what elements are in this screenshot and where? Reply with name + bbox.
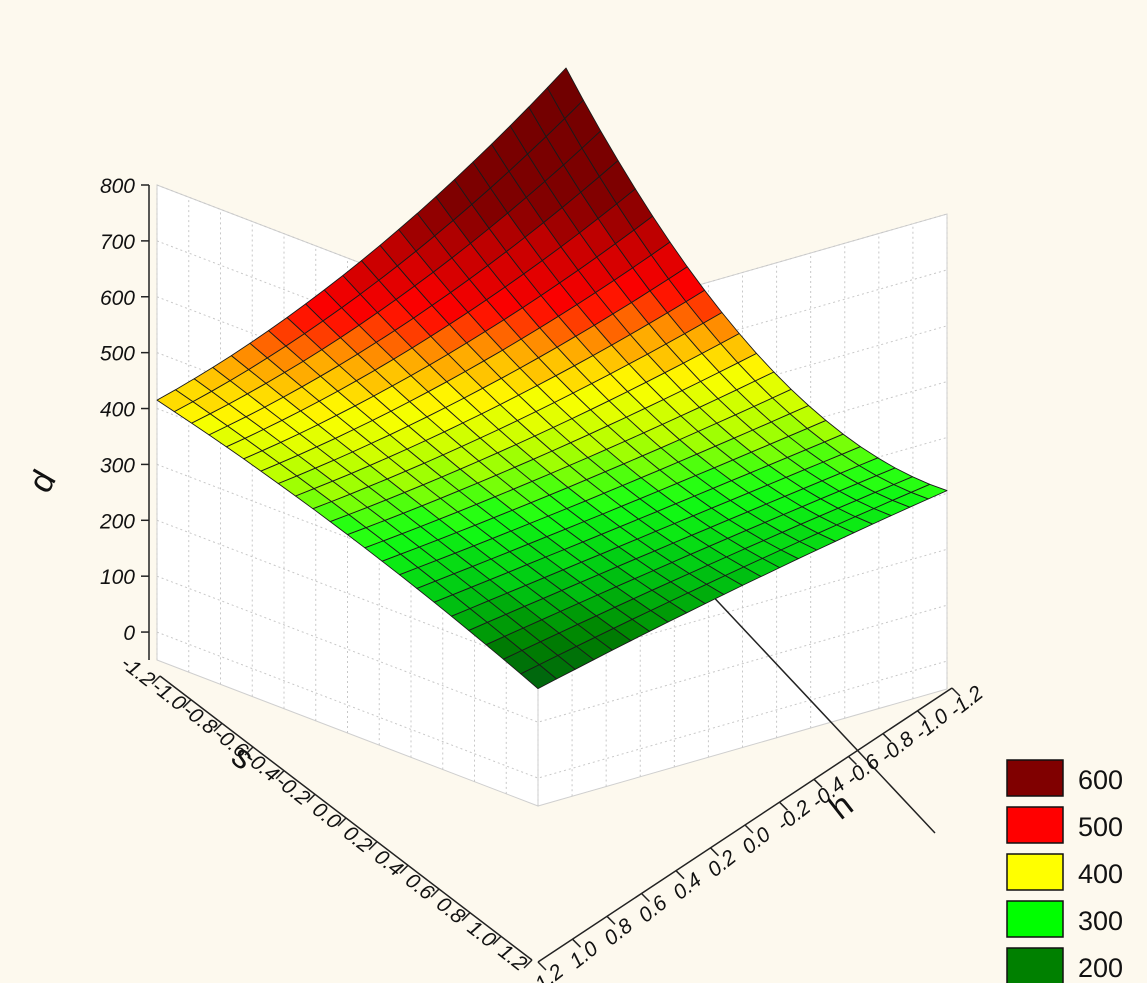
h-axis-tick [744,824,754,834]
h-axis-line [537,687,953,963]
h-axis-tick [640,892,651,903]
surface-cell [546,67,584,119]
h-axis-tick-label: -1.2 [945,681,988,722]
h-axis-tick-label: 0.8 [600,914,637,950]
legend-label: 200 [1078,953,1123,983]
s-axis-tick [306,793,316,803]
h-axis-tick-label: -0.2 [772,796,815,837]
h-axis-tick [916,710,927,720]
h-axis-tick-label: 1.2 [531,960,568,983]
wall-grid-line [156,184,948,332]
s-axis-tick [461,912,471,922]
s-axis-tick [368,841,378,851]
h-axis-tick-label: -1.0 [910,704,953,745]
h-axis-tick-label: -0.8 [876,727,919,768]
h-axis-tick [675,870,685,880]
h-axis-tick-label: -0.6 [841,750,884,791]
h-axis-tick-label: 0.2 [703,845,740,881]
wall-grid-line [156,519,948,667]
h-axis-tick [571,938,582,948]
h-axis-tick [537,961,547,971]
h-axis-tick [709,847,720,857]
s-axis-tick [182,699,192,709]
legend-swatch [1006,853,1064,891]
s-axis-tick [244,746,254,756]
h-axis-tick [847,755,858,766]
s-axis-tick [492,935,502,945]
legend-swatch [1006,806,1064,844]
s-axis-tick [275,770,285,780]
legend-label: 500 [1078,812,1123,842]
legend-label: 400 [1078,859,1123,889]
legend-label: 600 [1078,765,1123,795]
response-surface [156,67,948,690]
d-axis-title: d [21,464,63,499]
d-axis-tick-label: 400 [100,399,135,422]
legend-label: 300 [1078,906,1123,936]
s-axis-tick [151,675,161,685]
d-axis-tick-label: 600 [100,287,135,310]
legend-swatch [1006,759,1064,797]
h-axis-tick-label: 0.4 [669,869,706,905]
h-axis-tick-label: 0.6 [634,891,671,927]
wall-grid-line [156,240,948,388]
d-axis-tick-label: 800 [100,175,135,198]
h-axis-tick [951,687,961,697]
s-axis-tick [213,722,223,732]
d-axis-tick-label: 700 [100,231,135,254]
legend: 600 500 400 300 200 [1006,759,1123,983]
d-axis-tick-label: 0 [123,622,135,645]
h-axis-tick-label: 0.0 [738,823,775,859]
d-axis-tick-label: 500 [100,343,135,366]
s-axis-tick [337,817,347,827]
s-axis-tick [430,888,440,898]
d-axis-tick-label: 300 [100,454,135,477]
d-axis-tick-label: 200 [99,510,135,533]
wall-grid-line [156,575,948,723]
s-axis-tick [399,864,409,874]
h-axis-tick [882,733,892,743]
legend-swatch [1006,900,1064,938]
s-axis-tick [523,959,533,969]
d-axis-tick-label: 100 [100,566,135,589]
legend-swatch [1006,947,1064,983]
h-axis-tick [778,801,789,811]
h-axis-tick-label: 1.0 [565,937,602,973]
s-axis-line [159,675,533,961]
h-axis-tick [813,778,823,788]
h-axis-tick [606,915,616,925]
